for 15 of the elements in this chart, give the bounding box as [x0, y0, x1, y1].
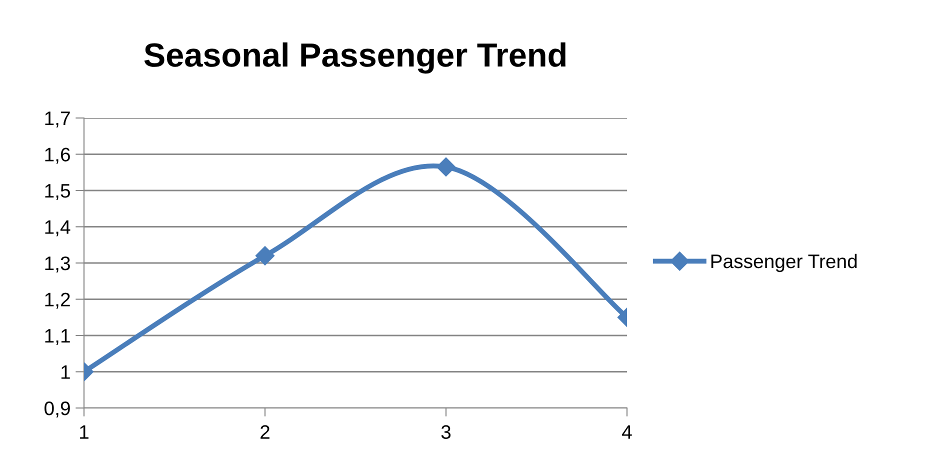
x-tick-label: 1 — [80, 425, 88, 439]
y-tick-label: 1,5 — [45, 184, 70, 200]
y-tick-label: 1,2 — [45, 292, 70, 309]
x-tick-label: 4 — [622, 425, 632, 439]
y-tick-label: 1 — [61, 365, 70, 379]
y-tick-label: 0,9 — [44, 401, 70, 418]
legend-label: Passenger Trend — [711, 254, 857, 272]
x-tick-label: 2 — [260, 425, 270, 439]
y-tick-label: 1,4 — [45, 220, 70, 236]
y-tick-label: 1,6 — [45, 148, 70, 164]
x-tick-label: 3 — [441, 425, 451, 439]
chart-title: Seasonal Passenger Trend — [144, 42, 566, 74]
y-tick-label: 1,1 — [45, 329, 70, 346]
y-tick-label: 1,7 — [45, 112, 70, 128]
y-tick-label: 1,3 — [45, 256, 70, 273]
